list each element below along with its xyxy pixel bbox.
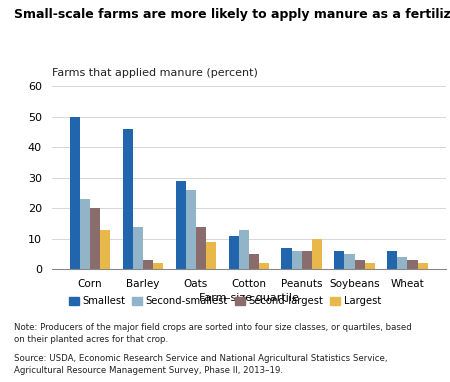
Bar — [259, 263, 269, 269]
Bar — [292, 251, 302, 269]
Bar — [90, 208, 100, 269]
Legend: Smallest, Second-smallest, Second-largest, Largest: Smallest, Second-smallest, Second-larges… — [65, 292, 385, 310]
Bar — [185, 190, 196, 269]
Bar — [302, 251, 312, 269]
Bar — [153, 263, 163, 269]
Bar — [408, 260, 418, 269]
X-axis label: Farm-size quartile: Farm-size quartile — [199, 293, 298, 303]
Bar — [334, 251, 344, 269]
Bar — [418, 263, 428, 269]
Text: Source: USDA, Economic Research Service and National Agricultural Statistics Ser: Source: USDA, Economic Research Service … — [14, 354, 387, 375]
Text: Farms that applied manure (percent): Farms that applied manure (percent) — [52, 68, 257, 78]
Bar — [80, 199, 90, 269]
Bar — [133, 227, 143, 269]
Bar — [196, 227, 206, 269]
Bar — [344, 254, 355, 269]
Bar — [281, 248, 292, 269]
Bar — [397, 257, 408, 269]
Bar — [70, 117, 80, 269]
Bar — [364, 263, 375, 269]
Bar — [238, 230, 248, 269]
Bar — [100, 230, 110, 269]
Text: Small-scale farms are more likely to apply manure as a fertilizer: Small-scale farms are more likely to app… — [14, 8, 450, 21]
Bar — [143, 260, 153, 269]
Bar — [355, 260, 365, 269]
Bar — [122, 129, 133, 269]
Bar — [176, 181, 185, 269]
Bar — [206, 242, 216, 269]
Bar — [229, 236, 238, 269]
Bar — [248, 254, 259, 269]
Bar — [387, 251, 397, 269]
Text: Note: Producers of the major field crops are sorted into four size classes, or q: Note: Producers of the major field crops… — [14, 323, 411, 343]
Bar — [312, 239, 322, 269]
